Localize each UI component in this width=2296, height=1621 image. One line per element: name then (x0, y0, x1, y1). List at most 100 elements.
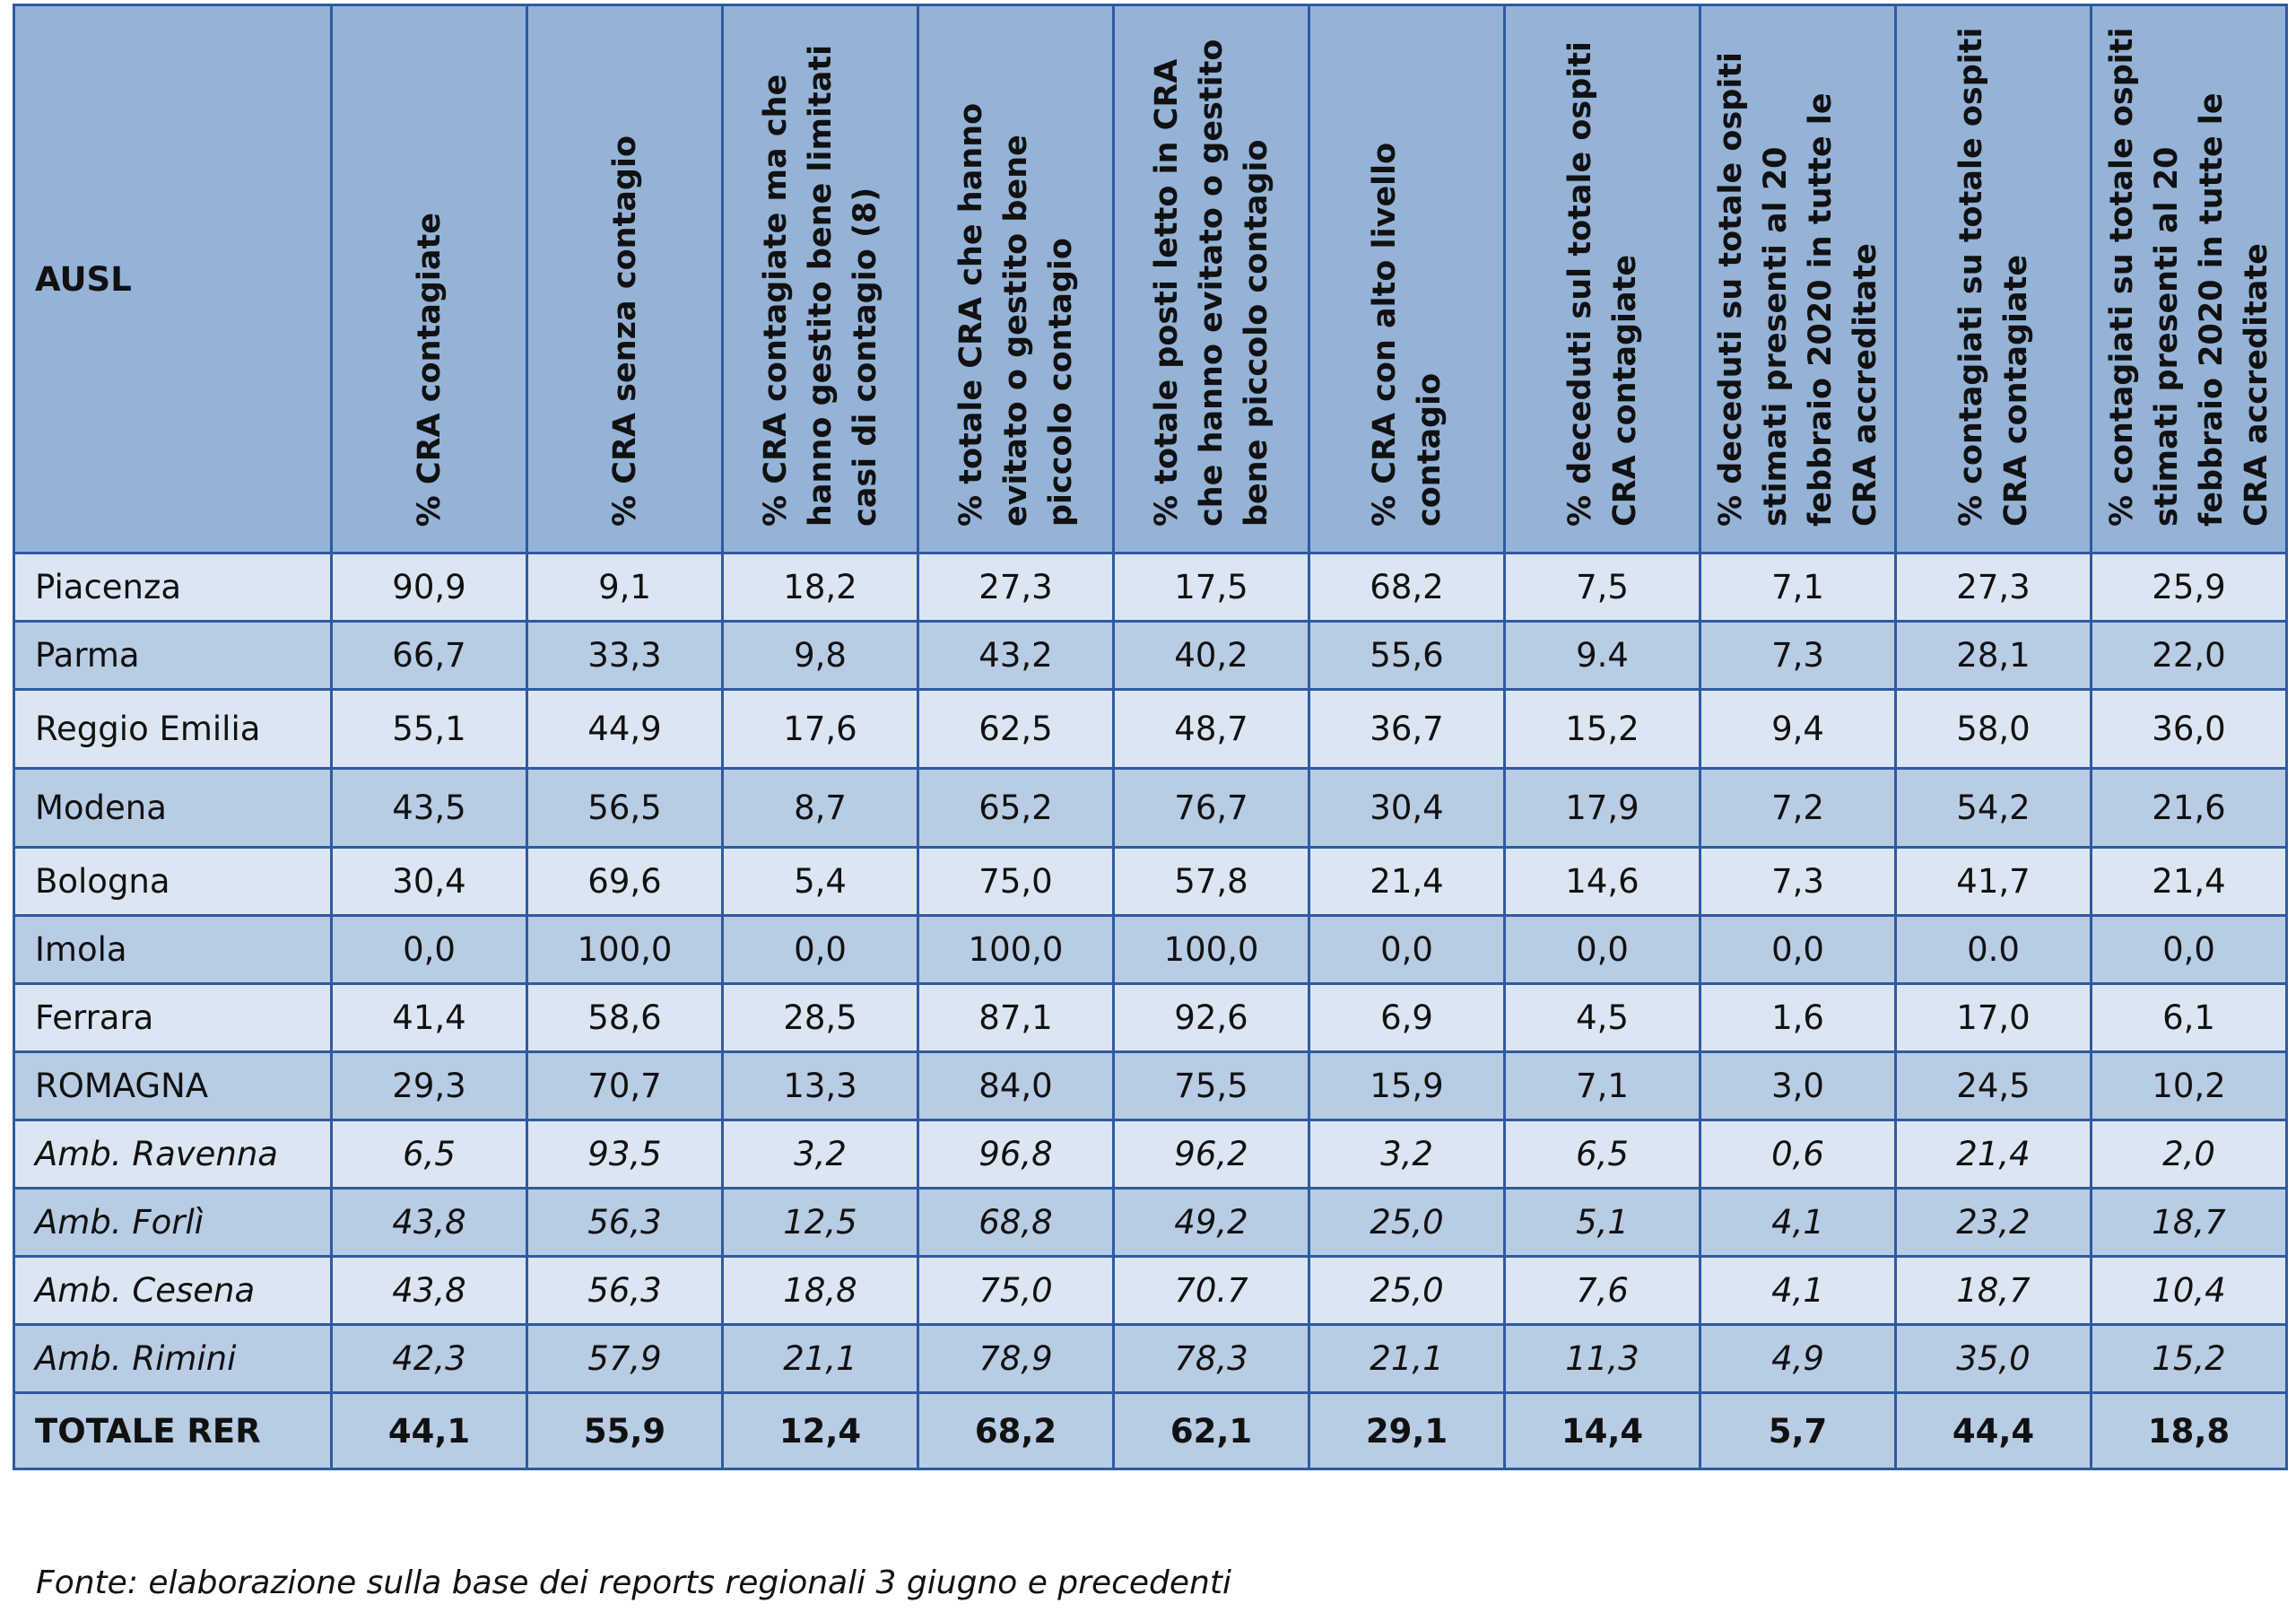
table-cell: 78,9 (917, 1323, 1115, 1394)
table-cell: 56,3 (526, 1255, 724, 1326)
table-cell: 57,8 (1112, 846, 1310, 917)
table-cell: 3,2 (721, 1119, 919, 1190)
column-header-label: % CRA contagiate (411, 212, 448, 527)
table-cell: 1,6 (1699, 982, 1897, 1053)
data-table: AUSL % CRA contagiate % CRA senza contag… (13, 4, 2288, 1470)
table-cell: 3,2 (1308, 1119, 1506, 1190)
table-cell: 12,5 (721, 1187, 919, 1258)
column-header-label: % CRA senza contagio (606, 135, 643, 527)
total-row: TOTALE RER 44,1 55,9 12,4 68,2 62,1 29,1 14,4 5,… (13, 1391, 2288, 1470)
column-header: % deceduti su totale ospiti stimati pres… (1699, 4, 1897, 554)
table-cell: 7,3 (1699, 620, 1897, 691)
table-cell: 17,5 (1112, 552, 1310, 623)
table-row: Parma 66,7 33,3 9,8 43,2 40,2 55,6 9.4 7,3 28,1 22… (13, 620, 2288, 691)
table-cell: 6,1 (2090, 982, 2288, 1053)
table-cell: 48,7 (1112, 688, 1310, 770)
table-cell: 18,2 (721, 552, 919, 623)
table-cell: 21,4 (1894, 1119, 2092, 1190)
table-cell: 0,0 (721, 914, 919, 985)
table-cell: 75,0 (917, 846, 1115, 917)
table-cell: 11,3 (1503, 1323, 1701, 1394)
table-cell: 40,2 (1112, 620, 1310, 691)
table-cell: 24,5 (1894, 1050, 2092, 1121)
column-header-label: % deceduti su totale ospiti stimati pres… (1712, 51, 1883, 527)
column-header-label: % CRA contagiate ma che hanno gestito be… (757, 44, 883, 527)
table-cell: 43,8 (330, 1187, 528, 1258)
table-cell: 54,2 (1894, 767, 2092, 849)
table-cell: 7,1 (1503, 1050, 1701, 1121)
table-row: Amb. Ravenna 6,5 93,5 3,2 96,8 96,2 3,2 6,5 0,6 2… (13, 1119, 2288, 1190)
row-label: Amb. Rimini (13, 1323, 333, 1394)
table-cell: 55,6 (1308, 620, 1506, 691)
table-cell: 0,0 (1308, 914, 1506, 985)
table-body: Piacenza 90,9 9,1 18,2 27,3 17,5 68,2 7,5 7,1 27,… (13, 552, 2288, 1470)
row-label: Amb. Ravenna (13, 1119, 333, 1190)
table-cell: 21,1 (1308, 1323, 1506, 1394)
table-cell: 30,4 (1308, 767, 1506, 849)
table-row: Amb. Forlì 43,8 56,3 12,5 68,8 49,2 25,0 5,1 4,1… (13, 1187, 2288, 1258)
table-cell: 12,4 (721, 1391, 919, 1470)
column-header-label: % CRA con alto livello contagio (1366, 142, 1448, 527)
row-label: ROMAGNA (13, 1050, 333, 1121)
table-row: Ferrara 41,4 58,6 28,5 87,1 92,6 6,9 4,5 1,6 17,0… (13, 982, 2288, 1053)
table-cell: 7,2 (1699, 767, 1897, 849)
table-cell: 3,0 (1699, 1050, 1897, 1121)
table-cell: 65,2 (917, 767, 1115, 849)
table-cell: 49,2 (1112, 1187, 1310, 1258)
row-label: Amb. Cesena (13, 1255, 333, 1326)
table-cell: 96,8 (917, 1119, 1115, 1190)
table-cell: 36,7 (1308, 688, 1506, 770)
table-cell: 6,9 (1308, 982, 1506, 1053)
column-header: % CRA contagiate (330, 4, 528, 554)
column-header: % CRA senza contagio (526, 4, 724, 554)
table-cell: 0,0 (1699, 914, 1897, 985)
table-cell: 44,9 (526, 688, 724, 770)
table-cell: 92,6 (1112, 982, 1310, 1053)
table-cell: 84,0 (917, 1050, 1115, 1121)
table-cell: 75,0 (917, 1255, 1115, 1326)
table-cell: 9.4 (1503, 620, 1701, 691)
table-cell: 18,8 (721, 1255, 919, 1326)
table-cell: 36,0 (2090, 688, 2288, 770)
column-header-label: % totale posti letto in CRA che hanno ev… (1148, 39, 1274, 527)
table-cell: 7,6 (1503, 1255, 1701, 1326)
table-cell: 68,2 (1308, 552, 1506, 623)
table-cell: 75,5 (1112, 1050, 1310, 1121)
table-cell: 30,4 (330, 846, 528, 917)
table-cell: 10,4 (2090, 1255, 2288, 1326)
table-cell: 0,0 (1503, 914, 1701, 985)
column-header: % totale CRA che hanno evitato o gestito… (917, 4, 1115, 554)
table-row: Bologna 30,4 69,6 5,4 75,0 57,8 21,4 14,6 7,3 41,… (13, 846, 2288, 917)
table-cell: 21,4 (2090, 846, 2288, 917)
table-row: Imola 0,0 100,0 0,0 100,0 100,0 0,0 0,0 0,0 0.0 0,… (13, 914, 2288, 985)
table-cell: 18,7 (2090, 1187, 2288, 1258)
table-cell: 21,6 (2090, 767, 2288, 849)
column-header: % contagiati su totale ospiti stimati pr… (2090, 4, 2288, 554)
table-cell: 70,7 (526, 1050, 724, 1121)
table-cell: 100,0 (526, 914, 724, 985)
table-cell: 14,4 (1503, 1391, 1701, 1470)
row-label: Piacenza (13, 552, 333, 623)
table-cell: 0.0 (1894, 914, 2092, 985)
table-cell: 25,0 (1308, 1187, 1506, 1258)
table-cell: 9,4 (1699, 688, 1897, 770)
table-cell: 90,9 (330, 552, 528, 623)
row-label: Parma (13, 620, 333, 691)
table-cell: 44,4 (1894, 1391, 2092, 1470)
table-row: Modena 43,5 56,5 8,7 65,2 76,7 30,4 17,9 7,2 54,2… (13, 767, 2288, 849)
table-cell: 28,1 (1894, 620, 2092, 691)
table-cell: 4,5 (1503, 982, 1701, 1053)
table-cell: 87,1 (917, 982, 1115, 1053)
table-cell: 6,5 (1503, 1119, 1701, 1190)
table-cell: 56,3 (526, 1187, 724, 1258)
table-cell: 96,2 (1112, 1119, 1310, 1190)
table-cell: 18,8 (2090, 1391, 2288, 1470)
table-cell: 35,0 (1894, 1323, 2092, 1394)
table-cell: 0,0 (330, 914, 528, 985)
table-cell: 7,3 (1699, 846, 1897, 917)
column-header-label: % contagiati su totale ospiti CRA contag… (1952, 27, 2034, 527)
table-cell: 15,9 (1308, 1050, 1506, 1121)
table-cell: 7,1 (1699, 552, 1897, 623)
table-cell: 100,0 (1112, 914, 1310, 985)
column-header-label: % deceduti sul totale ospiti CRA contagi… (1561, 40, 1643, 527)
